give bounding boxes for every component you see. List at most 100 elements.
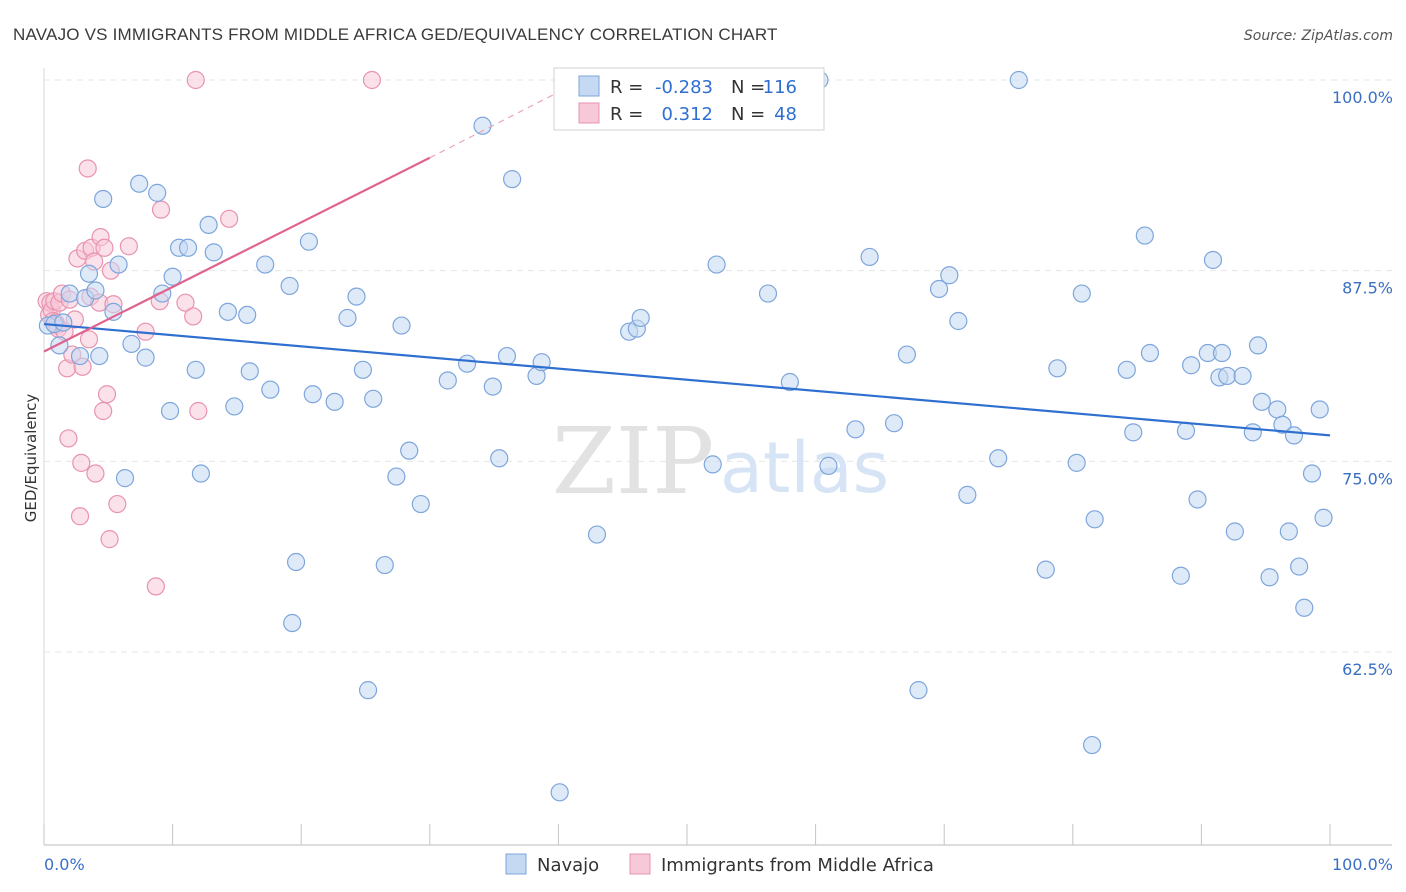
series-immigrants-points: [37, 70, 382, 596]
point-navajo: [1117, 360, 1136, 379]
series-legend-swatch-immigrants: [629, 853, 651, 875]
point-navajo: [218, 302, 237, 321]
point-navajo: [707, 255, 726, 274]
series-legend-label-immigrants: Immigrants from Middle Africa: [661, 855, 934, 876]
point-navajo: [1188, 490, 1207, 509]
trend-lines: [43, 91, 1331, 437]
point-immigrants: [119, 237, 138, 256]
point-navajo: [240, 362, 259, 381]
point-navajo: [303, 385, 322, 404]
point-navajo: [1233, 366, 1252, 386]
point-navajo: [225, 397, 244, 416]
point-navajo: [238, 305, 257, 325]
point-navajo: [411, 494, 430, 514]
point-immigrants: [176, 293, 195, 312]
point-navajo: [1212, 343, 1232, 363]
point-navajo: [989, 449, 1008, 468]
trendline-immigrants: [43, 156, 431, 353]
point-navajo: [136, 348, 155, 367]
point-navajo: [1310, 400, 1329, 419]
point-navajo: [347, 287, 366, 306]
point-navajo: [392, 316, 411, 335]
point-immigrants: [151, 200, 171, 219]
point-navajo: [949, 311, 968, 331]
point-navajo: [1284, 426, 1304, 445]
point-immigrants: [95, 238, 114, 257]
point-navajo: [846, 420, 865, 439]
watermark-atlas: atlas: [720, 427, 889, 509]
point-immigrants: [184, 307, 203, 326]
point-navajo: [115, 469, 135, 488]
point-navajo: [130, 174, 149, 193]
point-immigrants: [100, 530, 119, 549]
point-navajo: [490, 449, 509, 468]
point-navajo: [587, 525, 607, 544]
point-navajo: [940, 266, 959, 285]
point-navajo: [280, 276, 299, 296]
point-navajo: [90, 346, 109, 366]
point-navajo: [338, 308, 357, 328]
point-navajo: [819, 456, 838, 476]
legend-r-label-navajo: R =: [610, 77, 643, 98]
point-navajo: [153, 284, 172, 303]
point-navajo: [958, 485, 977, 504]
point-navajo: [353, 360, 373, 379]
point-navajo: [163, 267, 182, 286]
legend-n-label-navajo: N =: [731, 77, 765, 98]
point-navajo: [909, 681, 928, 700]
point-navajo: [1295, 598, 1314, 617]
point-navajo: [60, 284, 79, 303]
point-navajo: [1243, 423, 1262, 442]
point-navajo: [1302, 464, 1322, 483]
chart-source: Source: ZipAtlas.com: [1244, 28, 1393, 44]
point-navajo: [148, 183, 167, 202]
point-navajo: [860, 247, 879, 267]
legend-swatch-immigrants: [578, 102, 600, 124]
point-navajo: [1135, 226, 1154, 245]
point-navajo: [1268, 400, 1287, 419]
point-navajo: [1082, 735, 1102, 755]
point-navajo: [1048, 359, 1067, 378]
point-navajo: [884, 414, 904, 433]
point-navajo: [109, 255, 128, 274]
point-navajo: [283, 613, 302, 633]
legend-r-value-navajo: -0.283: [655, 77, 713, 98]
point-immigrants: [189, 401, 208, 421]
point-navajo: [204, 243, 223, 262]
point-immigrants: [70, 507, 90, 526]
point-navajo: [1009, 70, 1028, 90]
point-navajo: [1182, 356, 1201, 375]
point-immigrants: [220, 209, 239, 228]
point-navajo: [94, 189, 113, 209]
point-immigrants: [108, 494, 127, 514]
point-immigrants: [78, 159, 97, 178]
point-navajo: [191, 464, 210, 483]
point-navajo: [780, 372, 799, 392]
y-axis-label: GED/Equivalency: [22, 394, 40, 523]
point-navajo: [54, 313, 73, 332]
series-legend: Navajo Immigrants from Middle Africa: [505, 853, 934, 876]
y-axis-tick-labels: 100.0% 87.5% 75.0% 62.5%: [1332, 88, 1393, 679]
point-navajo: [897, 345, 917, 364]
point-navajo: [1273, 415, 1292, 434]
point-immigrants: [79, 330, 99, 349]
series-legend-swatch-navajo: [505, 853, 527, 875]
point-navajo: [1260, 568, 1279, 587]
point-navajo: [503, 170, 522, 189]
series-navajo-points: [38, 70, 1333, 802]
point-navajo: [457, 354, 477, 373]
chart-axes: [43, 68, 1392, 846]
y-tick-label: 62.5%: [1342, 660, 1393, 679]
trendline-navajo: [43, 322, 1331, 437]
point-navajo: [1203, 250, 1223, 270]
chart-title: NAVAJO VS IMMIGRANTS FROM MIDDLE AFRICA …: [13, 25, 778, 44]
point-navajo: [199, 215, 218, 235]
point-navajo: [1218, 366, 1237, 386]
point-navajo: [550, 783, 569, 802]
point-navajo: [1124, 423, 1143, 442]
legend-r-label-immigrants: R =: [610, 104, 643, 125]
point-navajo: [256, 255, 275, 274]
point-navajo: [1252, 392, 1271, 411]
point-navajo: [1176, 421, 1196, 440]
